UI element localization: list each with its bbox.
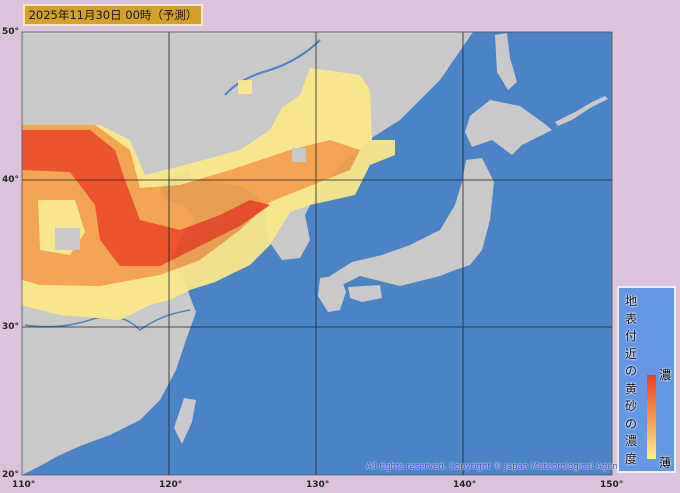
lon-label-150: 150° — [600, 480, 624, 490]
legend-title-char: 付 — [625, 329, 638, 343]
lon-label-110: 110° — [12, 480, 36, 490]
concentration-legend: 地 表 付 近 の 黄 砂 の 濃 度 濃 薄 — [617, 286, 676, 473]
graticule — [22, 32, 612, 475]
legend-title-char: 砂 — [625, 399, 638, 413]
legend-high-label: 濃 — [659, 368, 672, 382]
legend-title: 地 表 付 近 の 黄 砂 の 濃 度 — [625, 293, 639, 468]
legend-title-char: 近 — [625, 346, 638, 361]
kyushu — [318, 275, 346, 312]
copyright-notice: All rights reserved. Copyright © Japan M… — [366, 462, 628, 472]
sakhalin — [495, 33, 517, 90]
legend-title-char: 黄 — [625, 381, 638, 396]
legend-low-label: 薄 — [659, 456, 672, 470]
legend-title-char: 表 — [625, 311, 638, 326]
lon-label-140: 140° — [453, 480, 477, 490]
legend-title-char: 濃 — [625, 434, 638, 448]
forecast-time-title: 2025年11月30日 00時（予測） — [23, 4, 203, 26]
legend-title-char: 度 — [625, 451, 638, 466]
legend-title-char: 地 — [625, 294, 638, 308]
lat-label-20: 20° — [2, 470, 20, 480]
shikoku — [348, 285, 382, 302]
lon-label-120: 120° — [159, 480, 183, 490]
hokkaido — [465, 100, 552, 155]
honshu — [330, 158, 494, 286]
legend-title-char: の — [625, 416, 638, 431]
taiwan — [174, 398, 196, 444]
lat-label-50: 50° — [2, 27, 20, 37]
legend-color-bar — [647, 375, 656, 459]
lat-label-40: 40° — [2, 175, 20, 185]
legend-title-char: の — [625, 364, 638, 378]
kuril-islands — [555, 96, 608, 126]
map-frame — [21, 31, 613, 476]
dust-plume — [22, 68, 395, 320]
river — [224, 39, 321, 96]
title-text: 2025年11月30日 00時（予測） — [28, 8, 198, 22]
lon-label-130: 130° — [306, 480, 330, 490]
lat-label-30: 30° — [2, 322, 20, 332]
